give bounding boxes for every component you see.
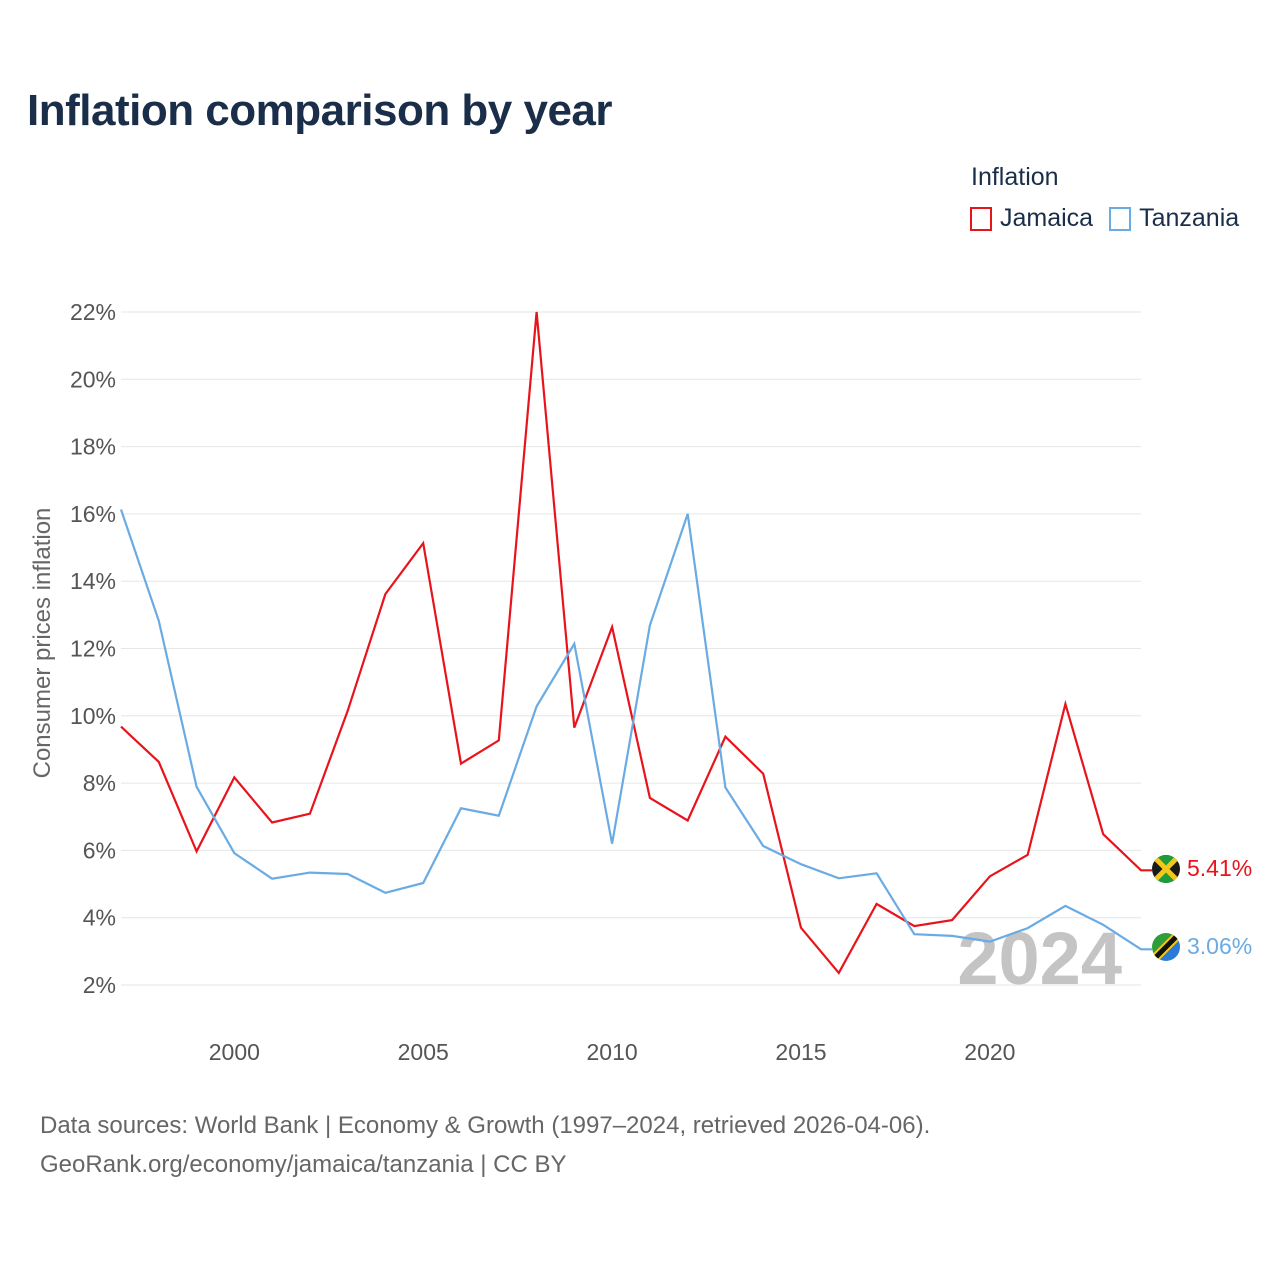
series-line-jamaica[interactable] [120,311,1152,975]
flag-jamaica-icon [1152,855,1180,883]
x-tick-label: 2015 [775,1039,826,1065]
x-axis-ticks: 2000 2005 2010 2015 2020 [209,1039,1016,1065]
y-tick-label: 12% [70,636,116,662]
x-tick-label: 2020 [964,1039,1015,1065]
y-tick-label: 6% [83,837,116,863]
legend-label-jamaica: Jamaica [1000,204,1094,232]
footer-source: Data sources: World Bank | Economy & Gro… [40,1112,931,1139]
legend: Jamaica Tanzania [970,204,1239,233]
gridlines [121,311,1141,986]
y-tick-label: 10% [70,703,116,729]
series-line-tanzania[interactable] [119,509,1152,951]
legend-label-tanzania: Tanzania [1139,204,1240,232]
legend-swatch-jamaica [970,206,992,231]
y-tick-label: 20% [70,366,116,392]
y-tick-label: 4% [83,905,116,931]
y-tick-label: 2% [83,972,116,998]
y-tick-label: 22% [70,299,116,325]
y-tick-label: 18% [70,434,116,460]
x-tick-label: 2005 [398,1039,449,1065]
x-tick-label: 2010 [587,1039,638,1065]
x-tick-label: 2000 [209,1039,260,1065]
y-tick-label: 16% [70,501,116,527]
y-axis-label: Consumer prices inflation [29,508,56,779]
y-axis-ticks: 2% 4% 6% 8% 10% 12% 14% 16% 18% 20% 22% [70,299,116,998]
legend-title: Inflation [971,163,1059,191]
end-label-tanzania: 3.06% [1187,933,1252,959]
series-lines [119,311,1152,975]
end-label-jamaica: 5.41% [1187,855,1252,881]
year-watermark: 2024 [957,917,1122,1000]
footer-credit: GeoRank.org/economy/jamaica/tanzania | C… [40,1151,567,1178]
legend-item-tanzania[interactable]: Tanzania [1109,204,1239,233]
footer: Data sources: World Bank | Economy & Gro… [40,1106,930,1184]
chart-title: Inflation comparison by year [27,86,613,135]
y-tick-label: 14% [70,568,116,594]
y-tick-label: 8% [83,770,116,796]
flag-tanzania-icon [1152,933,1180,961]
legend-item-jamaica[interactable]: Jamaica [970,204,1093,233]
legend-swatch-tanzania [1109,206,1132,231]
